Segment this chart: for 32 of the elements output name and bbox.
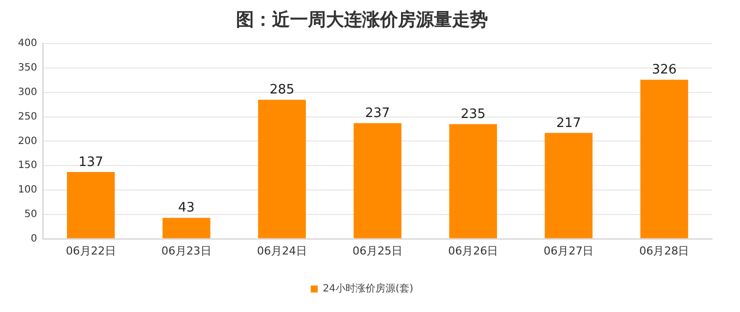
x-tick-label: 06月25日 — [352, 244, 403, 258]
y-tick-label: 200 — [18, 136, 38, 147]
chart-title: 图：近一周大连涨价房源量走势 — [236, 9, 488, 30]
y-tick-label: 150 — [18, 160, 38, 172]
data-label: 285 — [270, 82, 294, 98]
x-tick-label: 06月22日 — [66, 244, 116, 258]
y-tick-label: 250 — [18, 111, 38, 122]
y-tick-label: 300 — [18, 86, 38, 98]
bar — [258, 100, 306, 238]
legend-label: 24小时涨价房源(套) — [322, 282, 414, 295]
y-tick-label: 0 — [30, 233, 38, 244]
x-tick-label: 06月23日 — [161, 244, 212, 258]
y-tick-label: 400 — [18, 38, 38, 50]
data-label: 237 — [365, 106, 390, 122]
y-tick-label: 50 — [24, 208, 38, 220]
x-tick-label: 06月24日 — [256, 244, 307, 258]
x-tick-label: 06月28日 — [639, 244, 690, 258]
y-tick-label: 350 — [18, 62, 38, 74]
bar — [66, 172, 115, 238]
x-tick-label: 06月27日 — [544, 244, 594, 258]
bar — [354, 123, 402, 238]
bar — [544, 132, 593, 238]
bar — [449, 124, 497, 238]
data-label: 217 — [556, 116, 582, 131]
data-label: 137 — [78, 154, 104, 170]
data-label: 326 — [652, 62, 677, 78]
y-tick-label: 100 — [18, 184, 38, 196]
x-tick-label: 06月26日 — [448, 244, 498, 258]
data-label: 235 — [460, 106, 486, 122]
bar — [162, 218, 210, 238]
data-label: 43 — [178, 200, 195, 216]
bar — [640, 80, 688, 238]
